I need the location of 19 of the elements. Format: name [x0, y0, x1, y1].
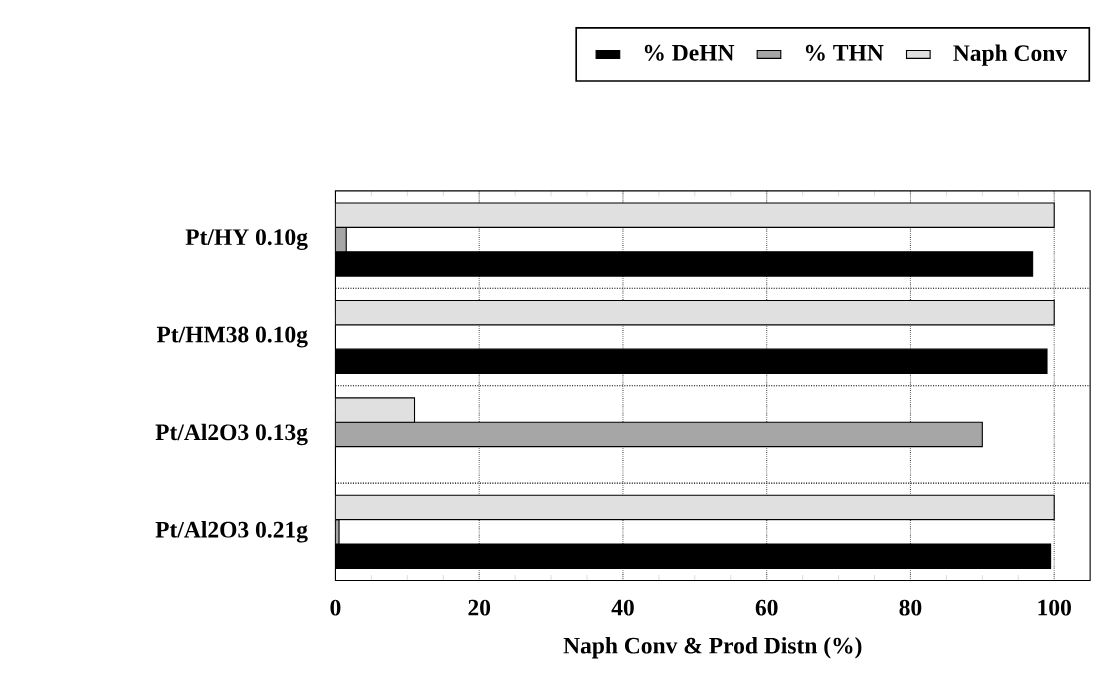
- y-tick-label: Pt/HY 0.10g: [185, 229, 308, 251]
- x-tick-label: 60: [755, 599, 778, 616]
- bar: [335, 397, 416, 423]
- x-tick-label: 0: [330, 599, 341, 616]
- legend-label: % THN: [805, 44, 884, 61]
- x-tick-label: 80: [899, 599, 922, 616]
- x-tick-label: 100: [1038, 599, 1071, 616]
- x-axis-title: Naph Conv & Prod Distn (%): [563, 637, 862, 659]
- legend-label: % DeHN: [644, 44, 735, 61]
- x-tick-label: 20: [468, 599, 491, 616]
- bar: [335, 300, 1055, 326]
- y-tick-label: Pt/HM38 0.10g: [156, 326, 308, 348]
- bar: [335, 421, 983, 448]
- x-tick-label: 40: [611, 599, 634, 616]
- bar: [335, 494, 1055, 521]
- bar: [335, 202, 1055, 229]
- legend-label: Naph Conv: [953, 44, 1068, 66]
- y-tick-label: Pt/Al2O3 0.21g: [155, 521, 308, 543]
- y-tick-label: Pt/Al2O3 0.13g: [155, 423, 308, 446]
